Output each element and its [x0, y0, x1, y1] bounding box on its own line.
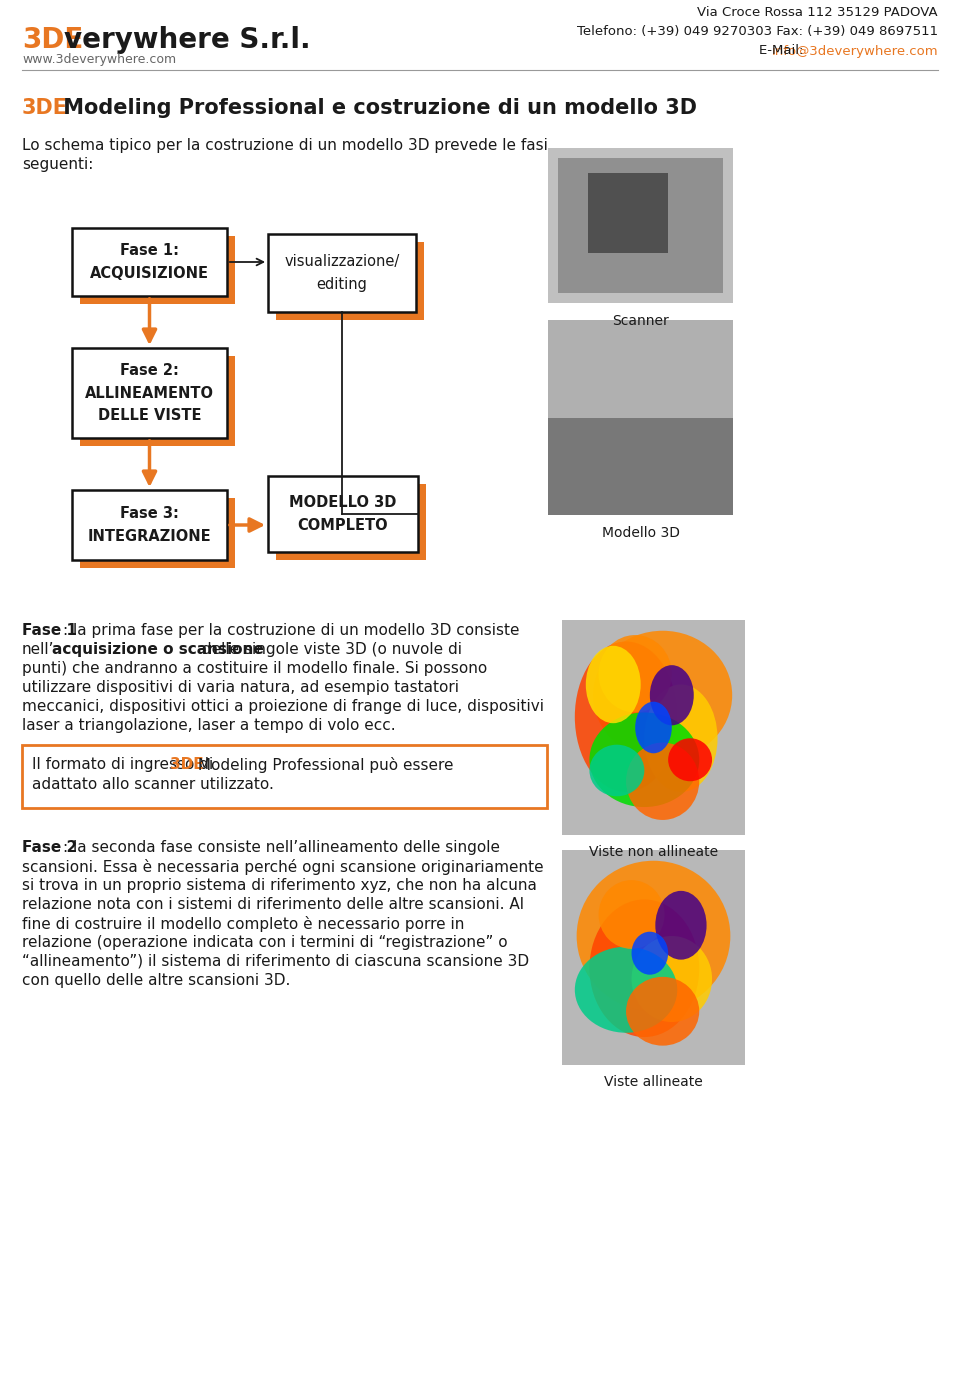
Bar	[22, 745, 547, 807]
Ellipse shape	[599, 635, 672, 713]
Text: Modeling Professional può essere: Modeling Professional può essere	[193, 757, 453, 773]
Bar	[558, 159, 723, 292]
Text: : la prima fase per la costruzione di un modello 3D consiste: : la prima fase per la costruzione di un…	[63, 624, 519, 638]
Bar	[72, 490, 227, 560]
Bar	[72, 228, 227, 296]
Bar	[268, 476, 418, 553]
Text: Il formato di ingresso di: Il formato di ingresso di	[32, 757, 218, 773]
Text: info@3deverywhere.com: info@3deverywhere.com	[772, 45, 938, 57]
Text: acquisizione o scansione: acquisizione o scansione	[52, 642, 264, 657]
Text: Fase 1:
ACQUISIZIONE: Fase 1: ACQUISIZIONE	[90, 244, 209, 281]
Text: si trova in un proprio sistema di riferimento xyz, che non ha alcuna: si trova in un proprio sistema di riferi…	[22, 878, 537, 894]
Ellipse shape	[575, 947, 678, 1033]
Ellipse shape	[626, 742, 699, 820]
Text: verywhere S.r.l.: verywhere S.r.l.	[64, 26, 311, 54]
Text: MODELLO 3D
COMPLETO: MODELLO 3D COMPLETO	[289, 496, 396, 533]
Text: adattato allo scanner utilizzato.: adattato allo scanner utilizzato.	[32, 777, 274, 792]
Text: fine di costruire il modello completo è necessario porre in: fine di costruire il modello completo è …	[22, 916, 465, 933]
Text: Fase 2:
ALLINEAMENTO
DELLE VISTE: Fase 2: ALLINEAMENTO DELLE VISTE	[85, 363, 214, 423]
Bar	[548, 320, 733, 515]
Bar	[80, 356, 235, 445]
Text: 3DE: 3DE	[170, 757, 204, 773]
Bar	[588, 173, 668, 253]
Bar	[548, 148, 733, 303]
Text: nell’: nell’	[22, 642, 55, 657]
Ellipse shape	[589, 745, 644, 796]
Text: Viste allineate: Viste allineate	[604, 1075, 703, 1089]
Text: punti) che andranno a costituire il modello finale. Si possono: punti) che andranno a costituire il mode…	[22, 661, 488, 677]
Text: Fase 1: Fase 1	[22, 624, 77, 638]
Text: laser a triangolazione, laser a tempo di volo ecc.: laser a triangolazione, laser a tempo di…	[22, 718, 396, 734]
Text: relazione nota con i sistemi di riferimento delle altre scansioni. Al: relazione nota con i sistemi di riferime…	[22, 896, 524, 912]
Text: Modeling Professional e costruzione di un modello 3D: Modeling Professional e costruzione di u…	[56, 97, 697, 118]
Ellipse shape	[626, 977, 699, 1045]
Text: Lo schema tipico per la costruzione di un modello 3D prevede le fasi: Lo schema tipico per la costruzione di u…	[22, 138, 548, 153]
Text: Scanner: Scanner	[612, 315, 669, 329]
Text: seguenti:: seguenti:	[22, 157, 93, 173]
Bar	[80, 237, 235, 303]
Ellipse shape	[644, 685, 717, 792]
Ellipse shape	[656, 891, 707, 959]
Text: www.3deverywhere.com: www.3deverywhere.com	[22, 53, 176, 67]
Text: delle singole viste 3D (o nuvole di: delle singole viste 3D (o nuvole di	[197, 642, 462, 657]
Text: “allineamento”) il sistema di riferimento di ciascuna scansione 3D: “allineamento”) il sistema di riferiment…	[22, 954, 529, 969]
Text: : la seconda fase consiste nell’allineamento delle singole: : la seconda fase consiste nell’allineam…	[63, 839, 500, 855]
Ellipse shape	[632, 935, 712, 1022]
Text: visualizzazione/
editing: visualizzazione/ editing	[284, 255, 399, 291]
Text: con quello delle altre scansioni 3D.: con quello delle altre scansioni 3D.	[22, 973, 290, 988]
Bar	[72, 348, 227, 438]
Bar	[548, 418, 733, 515]
Ellipse shape	[668, 738, 712, 781]
Ellipse shape	[632, 931, 668, 974]
Text: Via Croce Rossa 112 35129 PADOVA: Via Croce Rossa 112 35129 PADOVA	[697, 7, 938, 19]
Text: utilizzare dispositivi di varia natura, ad esempio tastatori: utilizzare dispositivi di varia natura, …	[22, 681, 459, 695]
Bar	[562, 619, 745, 835]
Bar	[562, 851, 745, 1065]
Ellipse shape	[650, 665, 694, 725]
Text: 3DE: 3DE	[22, 26, 84, 54]
Text: Fase 2: Fase 2	[22, 839, 77, 855]
Bar	[268, 234, 416, 312]
Text: Viste non allineate: Viste non allineate	[588, 845, 718, 859]
Ellipse shape	[636, 702, 672, 753]
Ellipse shape	[599, 880, 664, 949]
Ellipse shape	[589, 713, 699, 807]
Ellipse shape	[593, 631, 732, 760]
Bar	[276, 242, 424, 320]
Ellipse shape	[575, 642, 678, 792]
Text: Telefono: (+39) 049 9270303 Fax: (+39) 049 8697511: Telefono: (+39) 049 9270303 Fax: (+39) 0…	[577, 25, 938, 38]
Text: relazione (operazione indicata con i termini di “registrazione” o: relazione (operazione indicata con i ter…	[22, 935, 508, 949]
Text: Modello 3D: Modello 3D	[602, 526, 680, 540]
Bar	[80, 498, 235, 568]
Ellipse shape	[586, 646, 640, 724]
Ellipse shape	[589, 899, 699, 1037]
Text: meccanici, dispositivi ottici a proiezione di frange di luce, dispositivi: meccanici, dispositivi ottici a proiezio…	[22, 699, 544, 714]
Text: scansioni. Essa è necessaria perché ogni scansione originariamente: scansioni. Essa è necessaria perché ogni…	[22, 859, 543, 876]
Ellipse shape	[577, 860, 731, 1011]
Bar	[276, 484, 426, 560]
Text: 3DE: 3DE	[22, 97, 68, 118]
Text: E-Mail:: E-Mail:	[759, 45, 808, 57]
Text: Fase 3:
INTEGRAZIONE: Fase 3: INTEGRAZIONE	[87, 507, 211, 544]
